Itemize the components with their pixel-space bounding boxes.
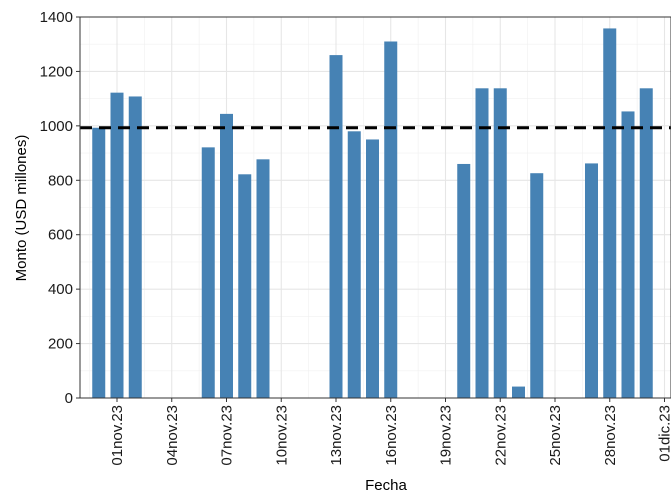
bars bbox=[92, 28, 653, 399]
bar bbox=[475, 88, 489, 399]
bar bbox=[621, 111, 635, 399]
bar bbox=[220, 113, 233, 398]
bar bbox=[530, 173, 544, 398]
bar bbox=[256, 159, 270, 398]
x-axis-title: Fecha bbox=[365, 477, 407, 491]
y-tick-label: 600 bbox=[48, 227, 73, 244]
x-tick-label: 16nov.23 bbox=[383, 405, 400, 466]
y-tick-label: 800 bbox=[48, 172, 73, 189]
x-tick-label: 13nov.23 bbox=[328, 405, 345, 466]
bar bbox=[92, 127, 106, 398]
x-tick-label: 28nov.23 bbox=[602, 405, 619, 466]
bar bbox=[366, 139, 379, 398]
x-tick-label: 19nov.23 bbox=[438, 405, 455, 466]
bar bbox=[110, 92, 124, 399]
bar bbox=[512, 386, 525, 398]
bar bbox=[384, 41, 398, 398]
y-tick-label: 1000 bbox=[40, 118, 73, 135]
x-tick-label: 22nov.23 bbox=[492, 405, 509, 466]
y-axis-title: Monto (USD millones) bbox=[13, 135, 30, 282]
bar bbox=[329, 55, 343, 398]
x-tick-label: 01nov.23 bbox=[109, 405, 126, 466]
bar bbox=[347, 131, 361, 399]
bar bbox=[639, 88, 653, 399]
x-tick-label: 07nov.23 bbox=[219, 405, 236, 466]
bar bbox=[585, 163, 598, 398]
bar bbox=[603, 28, 617, 399]
y-tick-label: 0 bbox=[65, 390, 73, 407]
x-tick-label: 01dic.23 bbox=[657, 405, 671, 462]
bar bbox=[457, 163, 471, 398]
bar bbox=[128, 96, 142, 399]
panel-border bbox=[79, 16, 671, 399]
bar bbox=[238, 174, 252, 398]
x-tick-label: 25nov.23 bbox=[547, 405, 564, 466]
y-tick-label: 200 bbox=[48, 336, 73, 353]
y-tick-label: 400 bbox=[48, 281, 73, 298]
bar bbox=[493, 88, 507, 399]
axes: 0 200 400 600 800 1000 1200 1400 01nov.23 04nov.2… bbox=[40, 9, 671, 466]
bar bbox=[201, 147, 215, 398]
x-tick-label: 10nov.23 bbox=[273, 405, 290, 466]
x-tick-label: 04nov.23 bbox=[164, 405, 181, 466]
y-tick-label: 1200 bbox=[40, 63, 73, 80]
y-tick-label: 1400 bbox=[40, 9, 73, 26]
